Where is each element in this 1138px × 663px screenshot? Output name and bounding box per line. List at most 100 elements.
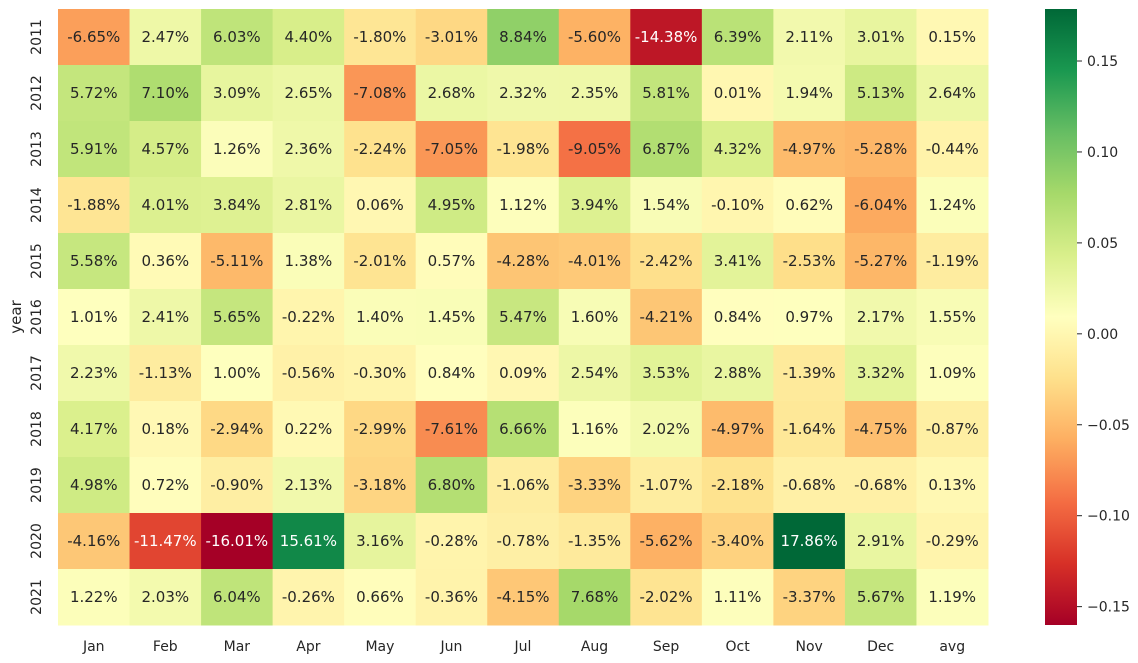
cell-value-label: -0.68% bbox=[854, 476, 907, 494]
heatmap-cell bbox=[272, 9, 345, 66]
heatmap-cell bbox=[272, 457, 345, 514]
cell-value-label: 1.94% bbox=[785, 84, 833, 102]
heatmap-cell bbox=[630, 569, 703, 626]
heatmap-cell bbox=[344, 9, 417, 66]
cell-value-label: -0.78% bbox=[496, 532, 549, 550]
x-tick-label: avg bbox=[939, 639, 965, 655]
colorbar-tick-label: 0.15 bbox=[1087, 54, 1118, 70]
heatmap-cell bbox=[630, 345, 703, 402]
heatmap-cell bbox=[129, 177, 202, 234]
cell-value-label: 0.57% bbox=[428, 252, 476, 270]
cell-value-label: -1.80% bbox=[353, 28, 406, 46]
cell-value-label: 0.62% bbox=[785, 196, 833, 214]
cell-value-label: -4.21% bbox=[640, 308, 693, 326]
cell-value-label: 1.12% bbox=[499, 196, 547, 214]
y-axis-tick-labels: 2011 2012 2013 2014 2015 2016 2017 2018 2019 2020… bbox=[29, 19, 45, 615]
cell-value-label: 2.13% bbox=[285, 476, 333, 494]
x-tick-label: Aug bbox=[581, 639, 608, 655]
cell-value-label: 0.18% bbox=[141, 420, 189, 438]
y-tick-label: 2018 bbox=[29, 411, 45, 447]
heatmap-cell bbox=[58, 9, 131, 66]
heatmap-cell bbox=[630, 121, 703, 178]
cell-value-label: 5.72% bbox=[70, 84, 118, 102]
heatmap-cell bbox=[701, 457, 774, 514]
heatmap-cell bbox=[701, 9, 774, 66]
cell-value-label: 2.64% bbox=[928, 84, 976, 102]
colorbar-gradient bbox=[1045, 9, 1077, 625]
heatmap-cell bbox=[916, 345, 989, 402]
cell-value-label: -0.36% bbox=[425, 588, 478, 606]
heatmap-cell bbox=[415, 345, 488, 402]
heatmap-cell bbox=[558, 65, 631, 122]
heatmap-cell bbox=[630, 9, 703, 66]
heatmap-cell bbox=[415, 233, 488, 290]
y-tick-label: 2021 bbox=[29, 579, 45, 615]
cell-value-label: 1.19% bbox=[928, 588, 976, 606]
cell-value-label: -2.42% bbox=[640, 252, 693, 270]
heatmap-cell bbox=[129, 121, 202, 178]
cell-value-label: -3.18% bbox=[353, 476, 406, 494]
x-tick-label: Oct bbox=[726, 639, 751, 655]
cell-value-label: -3.33% bbox=[568, 476, 621, 494]
cell-value-label: 1.22% bbox=[70, 588, 118, 606]
cell-value-label: -2.01% bbox=[353, 252, 406, 270]
cell-value-label: 1.26% bbox=[213, 140, 261, 158]
heatmap-cell bbox=[201, 65, 274, 122]
cell-value-label: 4.57% bbox=[141, 140, 189, 158]
y-tick-label: 2014 bbox=[29, 187, 45, 223]
heatmap-cell bbox=[344, 121, 417, 178]
heatmap-cell bbox=[344, 65, 417, 122]
heatmap-cell bbox=[58, 401, 131, 458]
heatmap-cell bbox=[487, 401, 560, 458]
cell-value-label: 5.91% bbox=[70, 140, 118, 158]
heatmap-cell bbox=[415, 65, 488, 122]
cell-value-label: 1.09% bbox=[928, 364, 976, 382]
cell-value-label: 1.01% bbox=[70, 308, 118, 326]
heatmap-cell bbox=[844, 345, 917, 402]
heatmap-cell bbox=[58, 177, 131, 234]
heatmap-cell bbox=[701, 569, 774, 626]
cell-value-label: 2.35% bbox=[571, 84, 619, 102]
cell-value-label: -0.26% bbox=[282, 588, 335, 606]
heatmap-cell bbox=[272, 121, 345, 178]
cell-value-label: 3.32% bbox=[857, 364, 905, 382]
heatmap-cell bbox=[844, 289, 917, 346]
heatmap-cell bbox=[344, 177, 417, 234]
heatmap-cell bbox=[701, 177, 774, 234]
cell-value-label: 3.53% bbox=[642, 364, 690, 382]
x-tick-label: Feb bbox=[153, 639, 178, 655]
cell-value-label: 2.91% bbox=[857, 532, 905, 550]
heatmap-cell bbox=[844, 121, 917, 178]
cell-value-label: 1.54% bbox=[642, 196, 690, 214]
cell-value-label: -5.62% bbox=[640, 532, 693, 550]
cell-value-label: 6.80% bbox=[428, 476, 476, 494]
colorbar-tick-label: −0.15 bbox=[1087, 600, 1130, 616]
cell-value-label: -7.05% bbox=[425, 140, 478, 158]
cell-value-label: -0.68% bbox=[783, 476, 836, 494]
cell-value-label: 17.86% bbox=[781, 532, 838, 550]
heatmap-cell bbox=[487, 177, 560, 234]
cell-value-label: -6.04% bbox=[854, 196, 907, 214]
cell-value-label: 2.02% bbox=[642, 420, 690, 438]
x-tick-label: Dec bbox=[867, 639, 894, 655]
heatmap-cell bbox=[487, 569, 560, 626]
heatmap-cell bbox=[558, 233, 631, 290]
heatmap-cell bbox=[344, 457, 417, 514]
cell-value-label: 2.88% bbox=[714, 364, 762, 382]
heatmap-cell bbox=[129, 233, 202, 290]
cell-value-label: 1.24% bbox=[928, 196, 976, 214]
cell-value-label: -0.28% bbox=[425, 532, 478, 550]
cell-value-label: 4.01% bbox=[141, 196, 189, 214]
heatmap-cell bbox=[630, 457, 703, 514]
cell-value-label: 1.38% bbox=[285, 252, 333, 270]
cell-value-label: -1.13% bbox=[139, 364, 192, 382]
cell-value-label: 0.84% bbox=[428, 364, 476, 382]
cell-value-label: -0.29% bbox=[926, 532, 979, 550]
heatmap-cell bbox=[773, 289, 846, 346]
heatmap-cell bbox=[272, 401, 345, 458]
heatmap-cell bbox=[773, 345, 846, 402]
cell-value-label: 5.67% bbox=[857, 588, 905, 606]
heatmap-cell bbox=[701, 513, 774, 570]
heatmap-cell bbox=[344, 569, 417, 626]
heatmap-cell bbox=[129, 569, 202, 626]
